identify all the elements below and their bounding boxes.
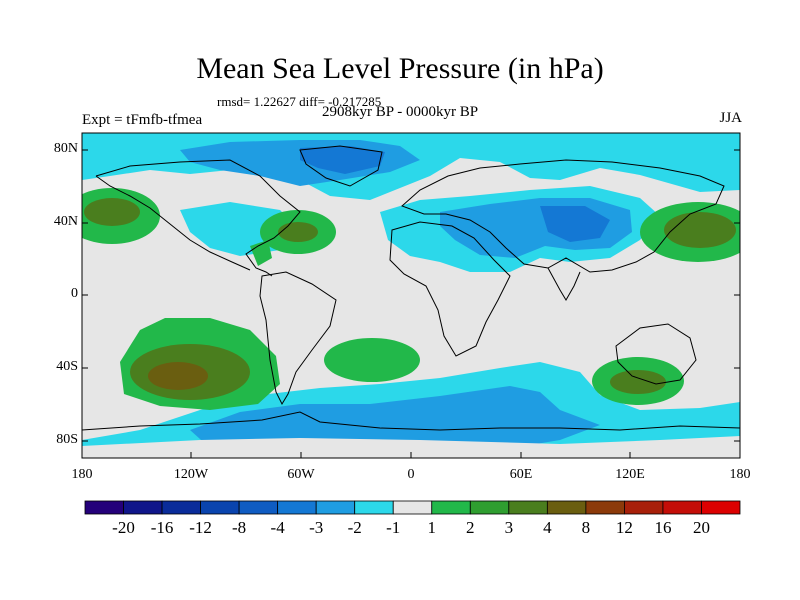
colorbar-label: 20 xyxy=(692,518,710,537)
y-label-80n: 80N xyxy=(53,141,78,156)
north-america-coast xyxy=(95,159,301,277)
colorbar-swatch xyxy=(469,500,510,515)
colorbar-label: 2 xyxy=(466,518,475,537)
greenland-coast xyxy=(299,145,383,187)
colorbar-label: -1 xyxy=(386,518,401,537)
axis-ticks xyxy=(82,149,740,458)
colorbar-label: -2 xyxy=(347,518,362,537)
south-pacific-high-core xyxy=(148,362,208,390)
colorbar-swatch xyxy=(585,500,625,515)
colorbar-label: 1 xyxy=(427,518,437,537)
colorbar-swatch xyxy=(354,500,394,515)
indian-ocean-high-core xyxy=(610,370,666,394)
y-label-40n: 40N xyxy=(53,214,78,229)
y-label-40s: 40S xyxy=(56,359,78,374)
colorbar-swatch xyxy=(431,500,471,515)
colorbar-swatch xyxy=(161,500,201,515)
colorbar-swatch xyxy=(200,500,240,515)
colorbar-label: -4 xyxy=(270,518,285,537)
x-label-120e: 120E xyxy=(615,467,645,482)
x-label-180-left: 180 xyxy=(71,467,93,482)
map-title: Mean Sea Level Pressure (in hPa) xyxy=(196,52,604,85)
period-text: 2908kyr BP - 0000kyr BP xyxy=(322,104,479,120)
asia-core xyxy=(540,206,610,242)
colorbar-label: -16 xyxy=(150,518,174,537)
colorbar-label: -3 xyxy=(309,518,324,537)
coastlines xyxy=(82,145,740,431)
colorbar-swatch xyxy=(624,500,664,515)
atlantic-high-core xyxy=(278,222,318,242)
x-label-180-right: 180 xyxy=(729,467,751,482)
x-label-60e: 60E xyxy=(509,467,533,482)
antarctic-anomaly xyxy=(190,386,600,452)
antarctic-neutral xyxy=(82,436,740,458)
colorbar-label: -8 xyxy=(232,518,247,537)
colorbar-label: 3 xyxy=(504,518,514,537)
colorbar-label: 12 xyxy=(615,518,633,537)
colorbar-swatch xyxy=(392,500,433,515)
colorbar-swatch xyxy=(123,500,163,515)
colorbar-label: 16 xyxy=(654,518,672,537)
colorbar-swatch xyxy=(701,500,741,515)
colorbar-label: 8 xyxy=(581,518,591,537)
experiment-label: Expt = tFmfb-tfmea xyxy=(82,112,203,128)
colorbar-label: -20 xyxy=(112,518,135,537)
colorbar-swatch xyxy=(546,500,587,515)
africa-coast xyxy=(389,221,511,357)
north-pacific-high-core xyxy=(84,198,140,226)
colorbar-label: -12 xyxy=(189,518,212,537)
colorbar-swatch xyxy=(84,500,124,515)
west-pacific-high-core xyxy=(664,212,736,248)
india-coast xyxy=(547,267,581,301)
contour-field xyxy=(82,133,740,458)
caribbean-high xyxy=(250,240,272,266)
colorbar-swatch xyxy=(315,500,356,515)
colorbar-swatch xyxy=(277,500,317,515)
x-label-60w: 60W xyxy=(287,467,315,482)
stats-text: rmsd= 1.22627 diff= -0.217285 xyxy=(217,94,382,109)
y-label-0: 0 xyxy=(71,286,78,301)
y-label-80s: 80S xyxy=(56,432,78,447)
antarctica-coast xyxy=(82,411,740,431)
greenland-core xyxy=(300,146,385,174)
south-atlantic-high xyxy=(324,338,420,382)
colorbar-swatch xyxy=(662,500,702,515)
alaska-coast xyxy=(95,175,251,271)
south-america-coast xyxy=(259,271,337,406)
eurasia-coast xyxy=(401,159,725,273)
colorbar-label: 4 xyxy=(543,518,552,537)
x-label-120w: 120W xyxy=(173,467,209,482)
colorbar xyxy=(84,500,741,515)
x-label-0: 0 xyxy=(407,467,415,482)
australia-coast xyxy=(615,323,697,385)
colorbar-swatch xyxy=(508,500,548,515)
colorbar-swatch xyxy=(238,500,279,515)
season-label: JJA xyxy=(719,110,742,126)
